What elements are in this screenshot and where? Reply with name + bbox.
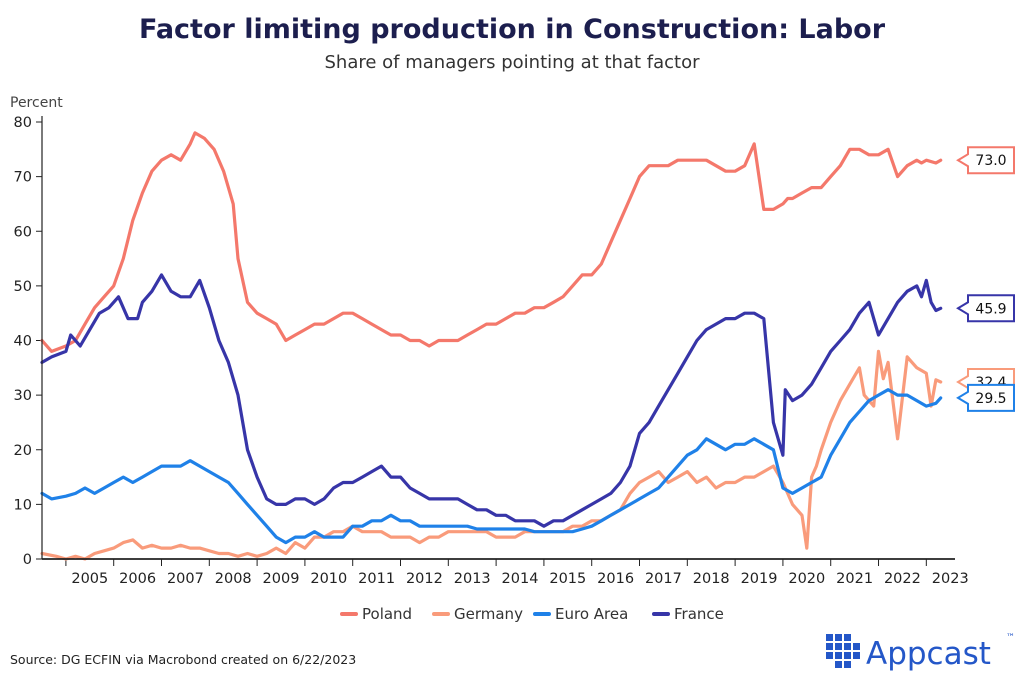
chart-subtitle: Share of managers pointing at that facto… [324, 52, 700, 73]
x-tick-label: 2021 [836, 571, 873, 587]
x-tick-label: 2018 [693, 571, 730, 587]
callout-box [956, 146, 1015, 175]
source-note: Source: DG ECFIN via Macrobond created o… [10, 652, 356, 667]
x-tick-label: 2022 [884, 571, 921, 587]
callout-box [956, 383, 1015, 412]
x-tick-label: 2015 [549, 571, 586, 587]
legend-label: France [674, 605, 724, 623]
series-line-euro-area [40, 388, 943, 545]
x-tick-label: 2008 [215, 571, 252, 587]
appcast-logo: Appcast ™ [826, 633, 1015, 672]
y-tick-label: 30 [14, 388, 32, 404]
callout-value: 45.9 [975, 301, 1006, 317]
y-axis-label: Percent [10, 95, 63, 111]
y-tick-label: 10 [14, 497, 32, 513]
x-tick-label: 2006 [119, 571, 156, 587]
x-tick-label: 2014 [502, 571, 539, 587]
callout-value: 73.0 [975, 153, 1006, 169]
y-tick-label: 20 [14, 443, 32, 459]
x-tick-label: 2019 [741, 571, 778, 587]
x-tick-label: 2020 [788, 571, 825, 587]
y-tick-label: 70 [14, 170, 32, 186]
legend-label: Germany [454, 605, 523, 623]
y-tick-label: 40 [14, 334, 32, 350]
y-axis-ticks: 0 10 20 30 40 50 60 70 80 [14, 115, 42, 568]
series-line-germany [40, 349, 943, 561]
appcast-logo-icon [826, 634, 860, 668]
callout-box [956, 294, 1015, 323]
series-lines [40, 131, 943, 561]
y-tick-label: 60 [14, 224, 32, 240]
x-tick-label: 2013 [454, 571, 491, 587]
y-tick-label: 0 [23, 552, 32, 568]
chart-title: Factor limiting production in Constructi… [139, 14, 886, 45]
legend: Poland Germany Euro Area France [340, 605, 724, 623]
callout-value: 29.5 [975, 391, 1006, 407]
legend-label: Euro Area [555, 605, 628, 623]
legend-label: Poland [362, 605, 412, 623]
x-tick-label: 2012 [406, 571, 443, 587]
end-value-callouts: 73.032.429.545.9 [956, 146, 1015, 412]
x-tick-label: 2010 [310, 571, 347, 587]
x-tick-label: 2016 [597, 571, 634, 587]
y-tick-label: 50 [14, 279, 32, 295]
x-tick-label: 2005 [71, 571, 108, 587]
x-tick-label: 2011 [358, 571, 395, 587]
y-tick-label: 80 [14, 115, 32, 131]
appcast-logo-text: Appcast [866, 636, 991, 672]
x-axis-ticks: 2005 2006 2007 2008 2009 2010 2011 2012 2013 2014… [65, 559, 969, 587]
x-tick-label: 2009 [263, 571, 300, 587]
x-tick-label: 2023 [932, 571, 969, 587]
x-tick-label: 2017 [645, 571, 682, 587]
series-line-france [40, 273, 943, 528]
trademark-mark: ™ [1006, 633, 1015, 643]
x-tick-label: 2007 [167, 571, 204, 587]
series-line-poland [40, 131, 943, 353]
